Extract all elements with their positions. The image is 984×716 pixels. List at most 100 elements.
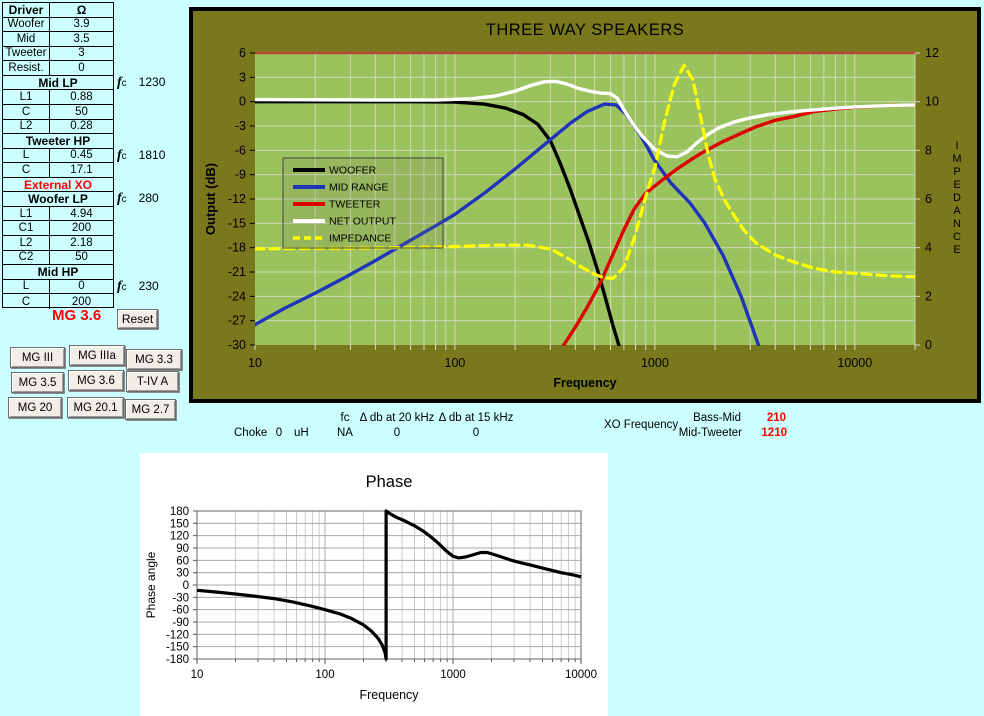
cell-value[interactable]: 50 xyxy=(75,251,88,264)
cell-value[interactable]: 0 xyxy=(78,62,85,75)
main-chart-svg: THREE WAY SPEAKERS 6 3 0 -3 -6 -9 -12 -15 -18 -21 -… xyxy=(189,7,981,403)
cell-value[interactable]: 3 xyxy=(78,47,85,60)
model-button-mg-20[interactable]: MG 20 xyxy=(8,397,62,418)
y2-tick-label: 6 xyxy=(925,192,932,206)
section-label: Mid LP xyxy=(3,76,113,91)
y-tick-label: -12 xyxy=(228,192,246,206)
cell-label: C xyxy=(3,163,50,177)
right-ticks xyxy=(915,52,920,346)
table-row: Resist. 0 xyxy=(3,61,113,76)
choke-value: 0 xyxy=(275,427,283,439)
y2-tick-label: 10 xyxy=(925,95,939,109)
phase-title: Phase xyxy=(366,473,413,491)
delta-20khz-value: 0 xyxy=(393,427,401,439)
table-row: L1 4.94 xyxy=(3,206,113,222)
fc-note: fc 230 xyxy=(117,278,159,294)
cell-label: L xyxy=(3,148,50,163)
table-row: Woofer 3.9 xyxy=(3,17,113,33)
phase-x-tick-label: 10 xyxy=(191,669,204,681)
net-output-curve xyxy=(255,79,915,159)
y-tick-label: -6 xyxy=(235,143,246,157)
phase-y-tick-label: 90 xyxy=(176,543,189,555)
frequency-response-chart: THREE WAY SPEAKERS 6 3 0 -3 -6 -9 -12 -15 -18 -21 -… xyxy=(189,7,981,403)
model-button-t-iv-a[interactable]: T-IV A xyxy=(126,371,179,392)
cell-value[interactable]: 4.94 xyxy=(70,207,93,220)
cell-value[interactable]: 50 xyxy=(75,105,88,118)
y2-axis-label-letter: D xyxy=(953,192,961,204)
left-ticks xyxy=(250,52,255,346)
phase-chart-svg: Phase 1801501209060300-30-60-90-120-150-1… xyxy=(140,453,608,716)
y-tick-label: -24 xyxy=(228,289,246,303)
cell-value[interactable]: 0.88 xyxy=(70,91,93,104)
y2-tick-label: 8 xyxy=(925,143,932,157)
impedance-curve xyxy=(255,63,915,280)
cell-value[interactable]: 200 xyxy=(71,295,92,308)
phase-y-tick-label: 150 xyxy=(170,518,189,530)
legend-label: TWEETER xyxy=(329,199,381,211)
delta-15khz-label: Δ db at 15 kHz xyxy=(438,412,514,424)
cell-label: Tweeter xyxy=(3,46,50,61)
mid-range-curve xyxy=(255,102,761,346)
model-button-mg-iiia[interactable]: MG IIIa xyxy=(69,345,125,366)
section-label: Woofer LP xyxy=(3,192,113,207)
table-row: L1 0.88 xyxy=(3,90,113,105)
bass-mid-value: 210 xyxy=(766,412,786,424)
phase-y-tick-label: -120 xyxy=(166,629,189,641)
cell-value[interactable]: 0.45 xyxy=(70,149,93,162)
phase-x-tick-label: 1000 xyxy=(440,669,466,681)
chart-title: THREE WAY SPEAKERS xyxy=(486,21,685,39)
cell-value[interactable]: 2.18 xyxy=(70,236,93,249)
model-label: MG 3.6 xyxy=(52,307,102,324)
y2-tick-label: 2 xyxy=(925,289,932,303)
model-button-mg-3-3[interactable]: MG 3.3 xyxy=(126,349,182,370)
y2-axis-label-letter: M xyxy=(952,153,961,165)
y-tick-label: -15 xyxy=(228,216,246,230)
section-label-red: External XO xyxy=(3,178,113,193)
table-row: L2 2.18 xyxy=(3,236,113,251)
cell-value[interactable]: 3.9 xyxy=(73,18,90,31)
x-axis-label: Frequency xyxy=(553,376,616,390)
cell-value[interactable]: 0.28 xyxy=(70,120,93,133)
cell-value[interactable]: 0 xyxy=(78,280,85,293)
y-tick-label: -21 xyxy=(228,265,246,279)
model-button-mg-20-1[interactable]: MG 20.1 xyxy=(67,397,124,418)
x-tick-label: 100 xyxy=(445,356,466,370)
table-row: Mid 3.5 xyxy=(3,32,113,47)
cell-label: L1 xyxy=(3,90,50,104)
y-tick-label: -18 xyxy=(228,241,246,255)
cell-label: C1 xyxy=(3,221,50,235)
legend-label: MID RANGE xyxy=(329,182,389,194)
reset-button[interactable]: Reset xyxy=(117,309,158,329)
section-label: Mid HP xyxy=(3,265,113,280)
woofer-curve xyxy=(255,99,621,346)
x-tick-label: 10000 xyxy=(837,356,872,370)
cell-label: L2 xyxy=(3,119,50,134)
phase-chart-panel: Phase 180 150 120 90 60 30 0 -30 -60 -90 -120 -150 -1… xyxy=(140,453,608,716)
phase-y-tick-label: -90 xyxy=(172,617,189,629)
table-row: L2 0.28 xyxy=(3,119,113,135)
model-button-mg-3-5[interactable]: MG 3.5 xyxy=(11,372,64,393)
cell-label: Mid xyxy=(3,32,50,46)
y2-tick-label: 0 xyxy=(925,338,932,352)
x-tick-label: 1000 xyxy=(641,356,669,370)
cell-value[interactable]: 3.5 xyxy=(73,32,90,45)
model-button-mg-2-7[interactable]: MG 2.7 xyxy=(125,399,176,420)
y2-axis-label-letter: E xyxy=(953,244,960,256)
bass-mid-label: Bass-Mid xyxy=(693,412,741,424)
phase-grid xyxy=(197,511,581,659)
cell-value[interactable]: 200 xyxy=(71,222,92,235)
cell-label: Driver xyxy=(3,3,50,17)
choke-unit: uH xyxy=(294,427,309,439)
y-tick-label: -27 xyxy=(228,314,246,328)
phase-y-tick-label: 120 xyxy=(170,531,189,543)
y-tick-label: 3 xyxy=(239,70,246,84)
model-button-mg-3-6[interactable]: MG 3.6 xyxy=(68,370,124,391)
phase-ticks xyxy=(193,510,582,664)
phase-y-tick-label: -30 xyxy=(172,592,189,604)
crossover-table: Driver Ω Woofer 3.9 Mid 3.5 Tweeter 3 Resist. 0 Mi… xyxy=(2,2,114,309)
model-button-mg-iii[interactable]: MG III xyxy=(10,347,65,368)
cell-value[interactable]: 17.1 xyxy=(70,163,93,176)
fc-summary-value: NA xyxy=(337,427,353,439)
table-row: C2 50 xyxy=(3,250,113,266)
